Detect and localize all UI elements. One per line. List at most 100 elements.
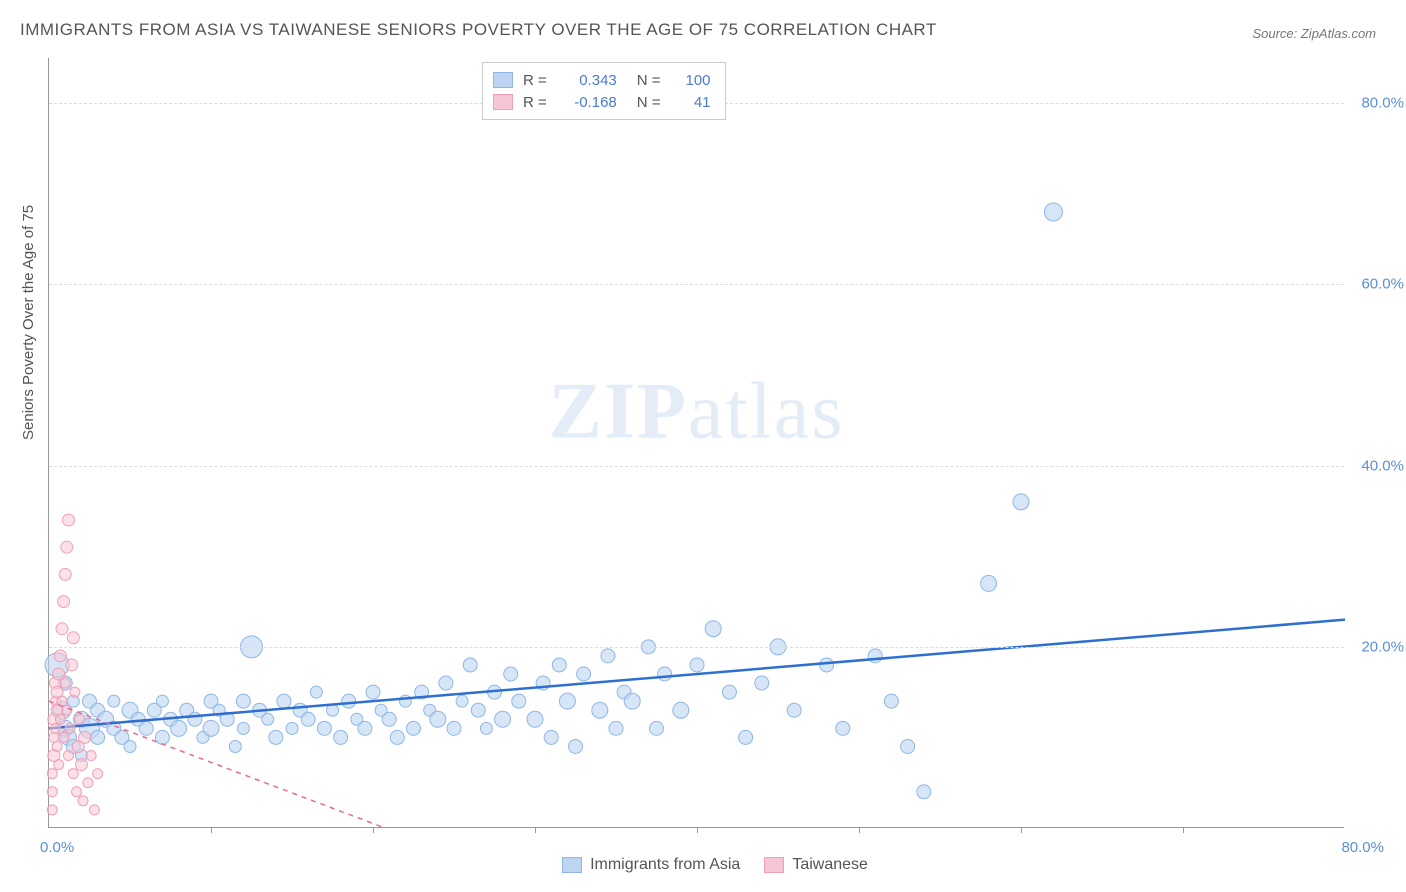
data-point <box>527 711 543 727</box>
x-tick <box>211 827 212 833</box>
legend-correlation: R =0.343N =100R =-0.168N =41 <box>482 62 726 120</box>
data-point <box>72 787 82 797</box>
data-point <box>901 739 915 753</box>
data-point <box>49 732 59 742</box>
trend-line <box>49 620 1345 729</box>
legend-swatch <box>562 857 582 873</box>
data-point <box>868 649 882 663</box>
plot-area: ZIPatlas 20.0%40.0%60.0%80.0% <box>48 58 1344 828</box>
x-tick <box>859 827 860 833</box>
legend-row: R =0.343N =100 <box>493 69 711 91</box>
data-point <box>47 787 57 797</box>
data-point <box>705 621 721 637</box>
data-point <box>301 712 315 726</box>
data-point <box>504 667 518 681</box>
legend-n-value: 100 <box>671 72 711 89</box>
x-tick <box>1183 827 1184 833</box>
data-point <box>203 720 219 736</box>
data-point <box>56 623 68 635</box>
data-point <box>447 721 461 735</box>
data-point <box>673 702 689 718</box>
x-max-label: 80.0% <box>1341 839 1384 856</box>
data-point <box>690 658 704 672</box>
data-point <box>65 723 75 733</box>
data-point <box>471 703 485 717</box>
data-point <box>559 693 575 709</box>
data-point <box>47 805 57 815</box>
data-point <box>47 769 57 779</box>
data-point <box>836 721 850 735</box>
data-point <box>50 723 60 733</box>
data-point <box>820 658 834 672</box>
data-point <box>787 703 801 717</box>
data-point <box>366 685 380 699</box>
data-point <box>86 751 96 761</box>
data-point <box>171 720 187 736</box>
y-tick-label: 20.0% <box>1361 638 1404 655</box>
data-point <box>58 596 70 608</box>
data-point <box>108 695 120 707</box>
data-point <box>83 778 93 788</box>
y-axis-title: Seniors Poverty Over the Age of 75 <box>20 205 37 440</box>
data-point <box>1044 203 1062 221</box>
data-point <box>358 721 372 735</box>
data-point <box>624 693 640 709</box>
data-point <box>722 685 736 699</box>
data-point <box>755 676 769 690</box>
data-point <box>463 658 477 672</box>
data-point <box>156 695 168 707</box>
data-point <box>1013 494 1029 510</box>
data-point <box>60 678 70 688</box>
data-point <box>658 667 672 681</box>
legend-r-label: R = <box>523 72 547 89</box>
data-point <box>78 796 88 806</box>
legend-r-label: R = <box>523 94 547 111</box>
data-point <box>569 739 583 753</box>
legend-series-label: Immigrants from Asia <box>590 856 740 873</box>
data-point <box>91 730 105 744</box>
data-point <box>66 659 78 671</box>
legend-swatch <box>764 857 784 873</box>
data-point <box>124 740 136 752</box>
data-point <box>55 714 65 724</box>
data-point <box>342 694 356 708</box>
data-point <box>54 760 64 770</box>
data-point <box>544 730 558 744</box>
data-point <box>609 721 623 735</box>
data-point <box>93 769 103 779</box>
data-point <box>63 751 73 761</box>
data-point <box>75 759 87 771</box>
legend-n-value: 41 <box>671 94 711 111</box>
data-point <box>884 694 898 708</box>
x-tick <box>373 827 374 833</box>
data-point <box>512 694 526 708</box>
data-point <box>68 769 78 779</box>
data-point <box>495 711 511 727</box>
legend-row: R =-0.168N =41 <box>493 91 711 113</box>
data-point <box>277 694 291 708</box>
y-tick-label: 40.0% <box>1361 457 1404 474</box>
grid-line <box>49 647 1344 648</box>
y-tick-label: 80.0% <box>1361 95 1404 112</box>
x-tick <box>535 827 536 833</box>
data-point <box>552 658 566 672</box>
data-point <box>262 713 274 725</box>
x-origin-label: 0.0% <box>40 839 74 856</box>
data-point <box>52 741 62 751</box>
legend-n-label: N = <box>637 72 661 89</box>
data-point <box>739 730 753 744</box>
data-point <box>62 705 72 715</box>
data-point <box>310 686 322 698</box>
legend-series-label: Taiwanese <box>792 856 868 873</box>
data-point <box>155 730 169 744</box>
data-point <box>59 732 69 742</box>
data-point <box>62 514 74 526</box>
data-point <box>75 714 85 724</box>
data-point <box>334 730 348 744</box>
data-point <box>981 575 997 591</box>
scatter-svg <box>49 58 1344 827</box>
chart-title: IMMIGRANTS FROM ASIA VS TAIWANESE SENIOR… <box>20 20 937 40</box>
data-point <box>286 722 298 734</box>
legend-r-value: -0.168 <box>557 94 617 111</box>
data-point <box>592 702 608 718</box>
